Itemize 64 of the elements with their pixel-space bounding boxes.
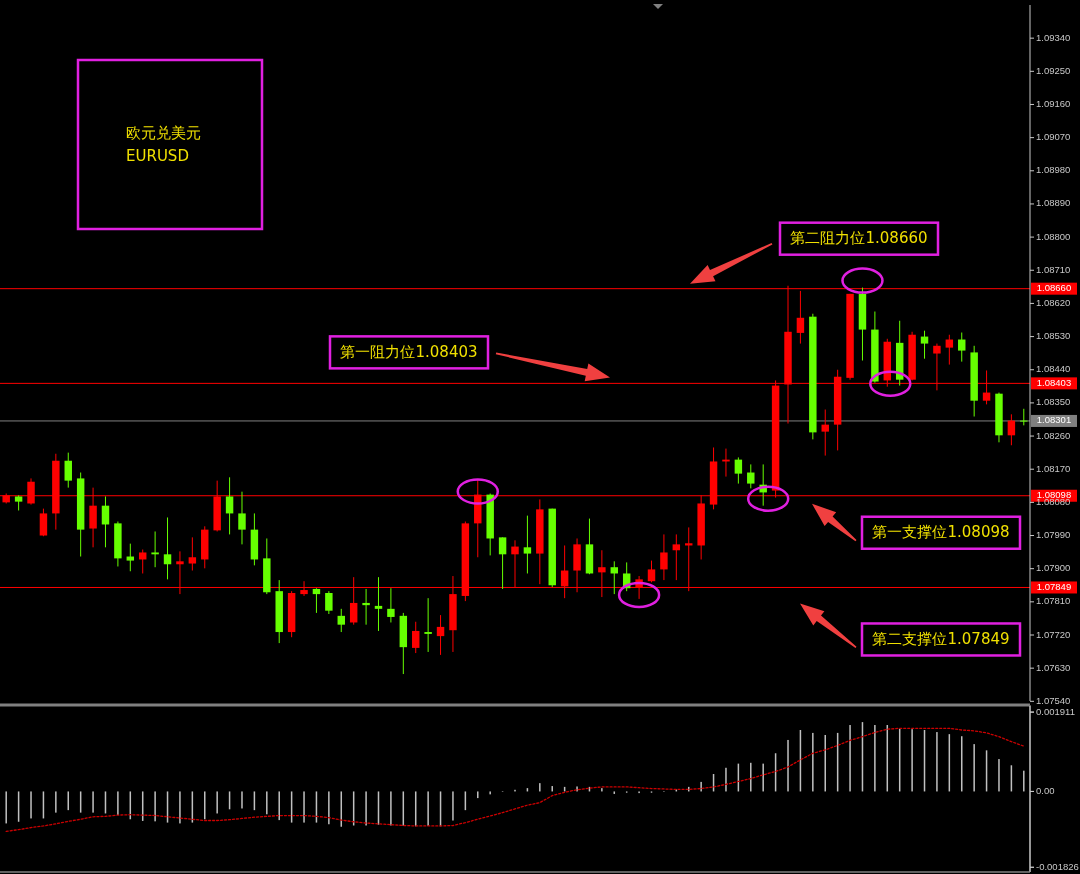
- annotation: 第一阻力位1.08403: [340, 342, 478, 361]
- candlestick: [325, 590, 333, 615]
- y-tick-label: 1.07540: [1036, 694, 1071, 706]
- y-tick-label: 1.09070: [1036, 131, 1071, 143]
- y-tick-label: 1.09250: [1036, 64, 1071, 76]
- candlestick: [920, 330, 929, 360]
- candlestick: [39, 508, 48, 537]
- candlestick: [412, 621, 420, 654]
- y-tick-label: 1.08620: [1036, 296, 1071, 308]
- candlestick: [374, 576, 383, 632]
- candlestick: [138, 549, 147, 574]
- y-tick-label: 1.08710: [1036, 263, 1071, 275]
- candlestick: [796, 290, 805, 345]
- y-tick-label: 1.08530: [1036, 330, 1071, 342]
- candlestick: [188, 536, 197, 572]
- y-tick-label: 1.07720: [1036, 628, 1071, 640]
- ref-line-label: 1.08403: [1036, 376, 1072, 388]
- candlestick: [734, 456, 743, 485]
- candlestick: [126, 543, 135, 572]
- y-tick-label: 1.07810: [1036, 595, 1071, 607]
- candlestick: [498, 536, 507, 590]
- y-tick-label: 0.00: [1036, 784, 1055, 796]
- candlestick: [436, 614, 445, 656]
- text: 欧元兑美元: [126, 123, 201, 142]
- annotation: 第二阻力位1.08660: [790, 229, 928, 248]
- y-tick-label: 1.08260: [1036, 429, 1071, 441]
- candlestick: [424, 597, 432, 653]
- y-tick-label: 1.08800: [1036, 230, 1071, 242]
- candlestick: [238, 491, 246, 545]
- candlestick: [64, 452, 72, 489]
- candlestick: [821, 409, 829, 457]
- candlestick: [660, 533, 668, 581]
- y-tick-label: 1.08890: [1036, 197, 1071, 209]
- y-tick-label: 1.08980: [1036, 164, 1071, 176]
- candlestick: [337, 608, 345, 633]
- text: EURUSD: [126, 146, 189, 165]
- ref-line-label: 1.08301: [1036, 414, 1072, 426]
- candlestick: [163, 516, 172, 580]
- candlestick: [312, 587, 321, 614]
- ref-line-label: 1.08660: [1036, 282, 1072, 294]
- candlestick: [672, 533, 681, 581]
- y-tick-label: 1.08350: [1036, 396, 1071, 408]
- annotation: 第二支撑位1.07849: [872, 629, 1010, 648]
- candlestick: [945, 334, 954, 366]
- candlestick: [151, 530, 159, 568]
- candlestick: [958, 332, 966, 363]
- y-tick-label: 1.09340: [1036, 31, 1071, 43]
- y-tick-label: 1.07900: [1036, 562, 1071, 574]
- candlestick: [225, 476, 234, 535]
- y-tick-label: 1.07990: [1036, 529, 1071, 541]
- candlestick: [523, 515, 532, 574]
- y-tick-label: 1.08440: [1036, 363, 1071, 375]
- y-tick-label: 0.001911: [1036, 705, 1075, 717]
- candlestick: [101, 495, 110, 548]
- ref-line-label: 1.07849: [1036, 580, 1072, 592]
- annotation: 第一支撑位1.08098: [872, 523, 1010, 542]
- y-tick-label: 1.08170: [1036, 462, 1071, 474]
- candlestick: [647, 560, 656, 583]
- y-tick-label: -0.001826: [1036, 860, 1079, 872]
- y-tick-label: 1.07630: [1036, 661, 1071, 673]
- candlestick: [387, 587, 395, 623]
- candlestick: [747, 463, 755, 489]
- candlestick: [362, 588, 370, 626]
- y-tick-label: 1.09160: [1036, 97, 1071, 109]
